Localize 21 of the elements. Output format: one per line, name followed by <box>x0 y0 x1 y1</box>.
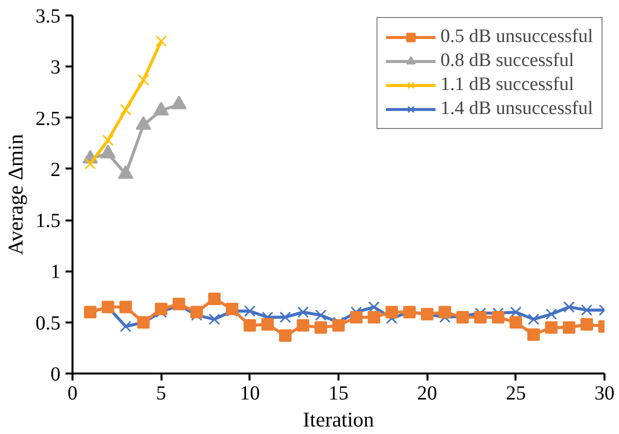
legend-label: 1.4 dB unsuccessful <box>440 98 593 120</box>
legend-label: 0.5 dB unsuccessful <box>440 26 593 48</box>
y-tick-label: 0 <box>50 364 60 386</box>
x-tick-label: 0 <box>68 382 78 404</box>
x-tick-label: 25 <box>506 382 526 404</box>
legend-label: 1.1 dB successful <box>440 74 574 96</box>
y-tick-label: 1 <box>50 261 60 284</box>
y-tick-label: 2.5 <box>36 108 60 130</box>
x-tick-label: 15 <box>328 382 348 404</box>
x-tick-label: 5 <box>156 382 166 404</box>
y-tick-label: 0.5 <box>36 312 60 334</box>
y-tick-label: 3.5 <box>36 6 60 28</box>
legend-label: 0.8 dB successful <box>440 50 574 72</box>
x-tick-label: 30 <box>594 382 614 404</box>
x-axis-title: Iteration <box>302 408 375 432</box>
y-axis-title: Average Δmin <box>4 134 28 255</box>
y-tick-label: 1.5 <box>36 210 60 232</box>
y-tick-label: 2 <box>50 158 60 181</box>
x-tick-label: 10 <box>240 382 260 404</box>
y-tick-label: 3 <box>50 56 60 79</box>
x-tick-label: 20 <box>417 382 438 404</box>
